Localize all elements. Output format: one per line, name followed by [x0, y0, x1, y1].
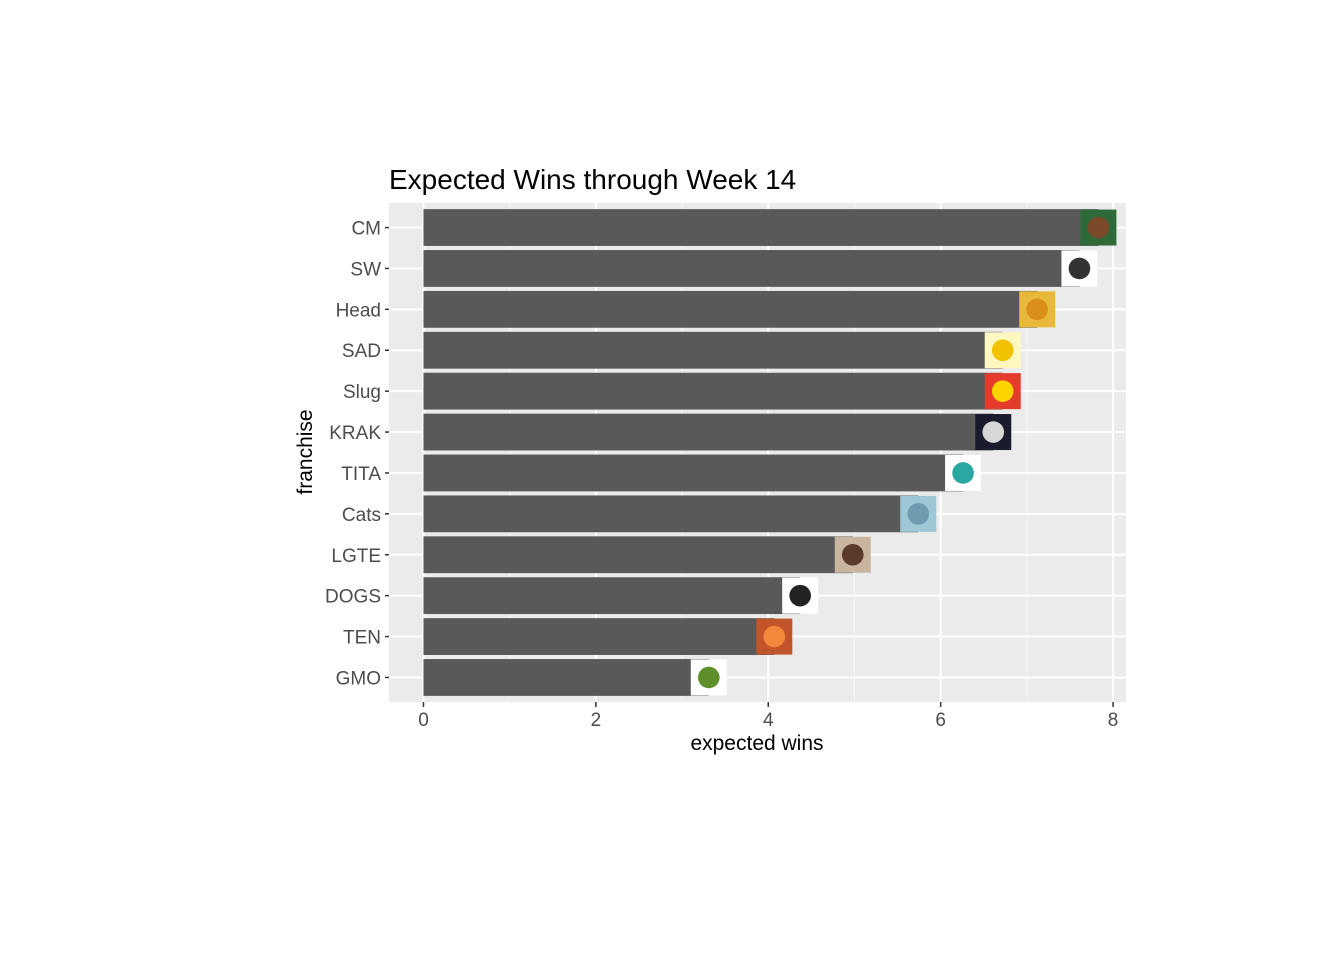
y-tick-label: TEN	[343, 628, 381, 649]
y-tick-label: DOGS	[325, 587, 381, 608]
bar-sad	[423, 331, 1003, 369]
y-tick-label: Cats	[342, 505, 381, 526]
shield-crest-icon	[1061, 250, 1098, 287]
bar-icons	[690, 209, 1117, 696]
bars	[423, 209, 1099, 696]
y-tick-label: KRAK	[329, 423, 381, 444]
kraken-icon	[975, 414, 1012, 451]
y-tick-label: Slug	[343, 382, 381, 403]
y-tick-label: SAD	[342, 341, 381, 362]
yellow-duck-icon	[984, 332, 1021, 369]
bar-sw	[423, 250, 1080, 287]
x-tick-label: 2	[591, 710, 602, 731]
bearded-man-photo-icon	[834, 536, 871, 573]
bar-slug	[423, 372, 1003, 410]
bar-ten	[423, 618, 775, 655]
y-tick-label: LGTE	[331, 546, 381, 567]
bar-lgte	[423, 536, 853, 574]
x-tick-label: 0	[418, 710, 429, 731]
green-bat-icon	[690, 659, 727, 696]
roast-food-photo-icon	[756, 618, 793, 655]
diamond-dogs-emblem-icon	[782, 577, 819, 614]
bomb-face-icon	[1019, 291, 1056, 328]
y-tick-label: SW	[350, 259, 381, 280]
y-tick-label: GMO	[336, 668, 381, 689]
bar-dogs	[423, 577, 801, 615]
x-tick-label: 8	[1108, 710, 1119, 731]
y-axis-title: franchise	[294, 409, 317, 494]
x-axis: 0 2 4 6 8	[418, 702, 1118, 731]
bar-cats	[423, 495, 919, 533]
y-tick-label: Head	[336, 300, 381, 321]
blue-cat-face-icon	[900, 495, 937, 532]
y-axis: CM SW Head SAD Slug KRAK TITA Cats LGTE DOGS TEN GM…	[325, 219, 389, 689]
titan-monster-icon	[945, 454, 982, 491]
x-tick-label: 6	[935, 710, 946, 731]
y-tick-label: TITA	[341, 464, 381, 485]
y-tick-label: CM	[351, 219, 381, 240]
boom-comic-icon	[984, 373, 1021, 410]
x-axis-title: expected wins	[690, 732, 823, 755]
chart-title: Expected Wins through Week 14	[389, 164, 796, 195]
x-tick-label: 4	[763, 710, 774, 731]
bar-krak	[423, 413, 994, 451]
bar-tita	[423, 454, 964, 492]
bar-head	[423, 290, 1038, 328]
green-hooded-figure-icon	[1080, 209, 1117, 246]
bar-gmo	[423, 659, 709, 696]
bar-cm	[423, 209, 1099, 246]
